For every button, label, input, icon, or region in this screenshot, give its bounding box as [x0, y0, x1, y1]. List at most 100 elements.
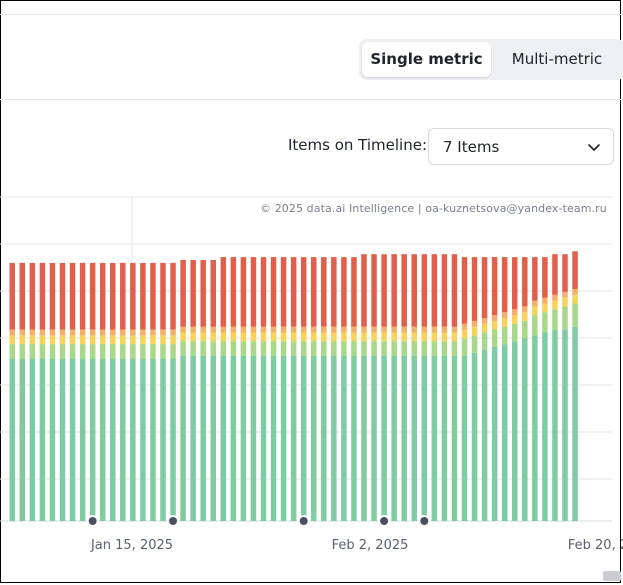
bar-segment-yellow — [311, 332, 317, 342]
bar-segment-green — [39, 358, 46, 521]
bar-segment-yellow — [300, 332, 307, 342]
bar-segment-light_green — [160, 344, 166, 359]
bar-segment-green — [9, 358, 15, 521]
bar-segment-yellow — [451, 332, 458, 342]
bar-segment-yellow — [552, 300, 558, 310]
bar-segment-yellow — [491, 320, 498, 330]
bar-segment-light_green — [89, 344, 96, 359]
bar-segment-green — [180, 355, 186, 521]
bar-segment-light_green — [210, 341, 216, 356]
event-marker[interactable] — [169, 517, 178, 525]
bar-segment-yellow — [471, 326, 478, 336]
bar-segment-yellow — [441, 332, 448, 342]
bar-segment-yellow — [522, 312, 528, 321]
bar-segment-red — [451, 254, 458, 327]
event-marker[interactable] — [420, 517, 429, 525]
bar-segment-red — [190, 260, 196, 327]
bar-segment-orange — [290, 326, 297, 333]
single-metric-button[interactable]: Single metric — [362, 42, 491, 77]
bar-segment-red — [331, 257, 337, 327]
bar-segment-green — [59, 358, 66, 521]
bar-segment-green — [441, 355, 448, 521]
bar-segment-red — [210, 260, 216, 327]
bar-segment-green — [270, 355, 277, 521]
bar-segment-light_green — [562, 306, 568, 330]
bar-segment-yellow — [130, 335, 136, 345]
bar-segment-orange — [532, 300, 538, 307]
bar-segment-orange — [501, 312, 508, 318]
bar-segment-orange — [180, 326, 186, 333]
bar-segment-orange — [190, 326, 196, 333]
bar-segment-orange — [200, 326, 206, 333]
bar-segment-light_green — [351, 341, 357, 356]
bar-segment-green — [331, 355, 337, 521]
bar-segment-yellow — [371, 332, 377, 342]
multi-metric-button[interactable]: Multi-metric — [511, 50, 603, 68]
bar-segment-light_green — [99, 344, 106, 359]
event-marker[interactable] — [299, 517, 308, 525]
bar-segment-orange — [49, 329, 56, 336]
bar-segment-green — [522, 338, 528, 521]
bar-segment-orange — [401, 326, 407, 333]
bar-segment-green — [512, 341, 518, 521]
event-marker[interactable] — [88, 517, 97, 525]
event-marker[interactable] — [380, 517, 389, 525]
bar-segment-red — [401, 254, 407, 327]
bar-segment-red — [411, 254, 417, 327]
scrollbar-thumb[interactable] — [603, 571, 621, 581]
bar-segment-orange — [351, 326, 357, 333]
items-select-value: 7 Items — [443, 138, 500, 156]
bar-segment-orange — [270, 326, 277, 333]
bar-segment-yellow — [260, 332, 267, 342]
bar-segment-light_green — [230, 341, 237, 356]
bar-segment-green — [421, 355, 428, 521]
bar-segment-orange — [130, 329, 136, 336]
bar-segment-red — [522, 257, 528, 307]
bar-segment-orange — [220, 326, 227, 333]
bar-segment-yellow — [59, 335, 66, 345]
bar-segment-yellow — [240, 332, 247, 342]
bar-segment-red — [260, 257, 267, 327]
bar-segment-red — [501, 257, 508, 313]
bar-segment-light_green — [411, 341, 417, 356]
bar-segment-light_green — [180, 341, 186, 356]
bar-segment-red — [89, 262, 96, 330]
bar-segment-orange — [140, 329, 146, 336]
bar-segment-red — [180, 260, 186, 327]
bar-segment-red — [491, 257, 498, 316]
bar-segment-orange — [451, 326, 458, 333]
bar-segment-yellow — [29, 335, 36, 345]
bar-segment-yellow — [501, 318, 508, 327]
bar-segment-yellow — [49, 335, 56, 345]
bar-segment-light_green — [361, 341, 367, 356]
bar-segment-yellow — [140, 335, 146, 345]
bar-segment-red — [270, 257, 277, 327]
bar-segment-light_green — [280, 341, 287, 356]
bar-segment-red — [160, 262, 166, 330]
bar-segment-green — [290, 355, 297, 521]
bar-segment-red — [79, 262, 86, 330]
bar-segment-orange — [542, 297, 548, 304]
bar-segment-green — [29, 358, 36, 521]
bar-segment-orange — [300, 326, 307, 333]
bar-segment-red — [29, 262, 36, 330]
bar-segment-light_green — [471, 335, 478, 353]
bar-segment-orange — [110, 329, 116, 336]
items-on-timeline-select[interactable]: 7 Items — [428, 128, 614, 165]
bar-segment-light_green — [140, 344, 146, 359]
bar-segment-light_green — [381, 341, 387, 356]
bar-segment-light_green — [491, 329, 498, 347]
bar-segment-green — [210, 355, 216, 521]
bar-segment-orange — [250, 326, 257, 333]
bar-segment-light_green — [200, 341, 206, 356]
bar-segment-green — [150, 358, 156, 521]
bar-segment-orange — [331, 326, 337, 333]
bar-segment-green — [280, 355, 287, 521]
bar-segment-yellow — [331, 332, 337, 342]
bar-segment-yellow — [381, 332, 387, 342]
bar-segment-light_green — [9, 344, 15, 359]
bar-segment-yellow — [69, 335, 76, 345]
bar-segment-yellow — [572, 294, 578, 304]
bar-segment-orange — [39, 329, 46, 336]
items-on-timeline-label: Items on Timeline: — [288, 136, 428, 154]
